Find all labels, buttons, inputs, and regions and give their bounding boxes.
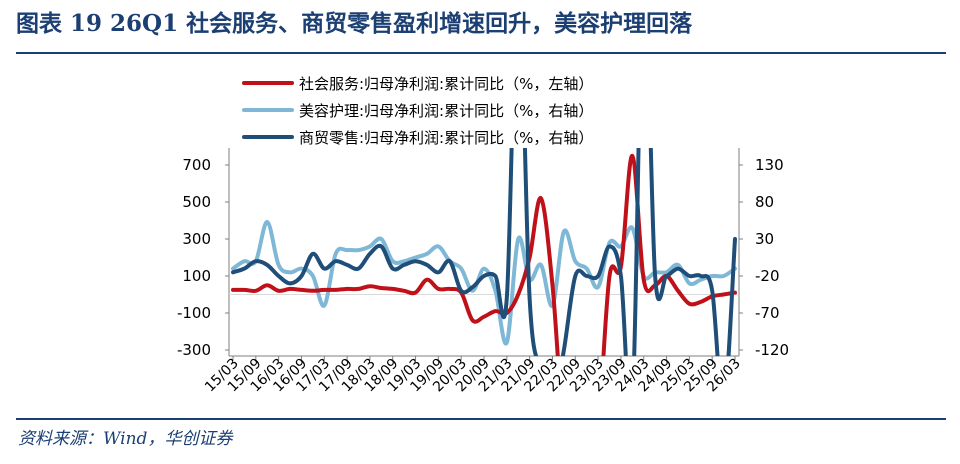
legend-item-beauty-care: 美容护理:归母净利润:累计同比（%，右轴） xyxy=(299,102,593,120)
left-tick-label: 300 xyxy=(182,230,211,248)
left-tick-label: 100 xyxy=(182,267,211,285)
right-tick-label: 130 xyxy=(755,156,784,174)
left-tick-label: 500 xyxy=(182,193,211,211)
left-tick-label: -300 xyxy=(177,341,211,359)
right-tick-label: -120 xyxy=(755,341,789,359)
left-tick-label: -100 xyxy=(177,304,211,322)
chart-title: 图表 19 26Q1 社会服务、商贸零售盈利增速回升，美容护理回落 xyxy=(16,10,693,37)
right-tick-label: 30 xyxy=(755,230,774,248)
right-tick-label: -20 xyxy=(755,267,780,285)
title-divider xyxy=(16,52,946,54)
right-tick-label: 80 xyxy=(755,193,774,211)
series-line-retail-trade xyxy=(231,148,737,356)
footer-divider xyxy=(16,418,946,420)
left-y-axis: 700 500 300 100 -100 -300 xyxy=(177,156,229,359)
legend-item-social-services: 社会服务:归母净利润:累计同比（%，左轴） xyxy=(299,75,593,93)
x-axis: 15/0315/0916/0316/0917/0317/0918/0318/09… xyxy=(202,356,744,396)
source-note: 资料来源：Wind，华创证券 xyxy=(18,429,233,449)
legend-item-retail-trade: 商贸零售:归母净利润:累计同比（%，右轴） xyxy=(299,129,593,147)
plot-area xyxy=(228,148,740,357)
series-line-social-services xyxy=(231,153,737,356)
legend: 社会服务:归母净利润:累计同比（%，左轴） 美容护理:归母净利润:累计同比（%，右… xyxy=(242,75,593,147)
right-y-axis: 130 80 30 -20 -70 -120 xyxy=(739,156,789,359)
right-tick-label: -70 xyxy=(755,304,780,322)
series-lines xyxy=(231,148,737,356)
line-chart: 700 500 300 100 -100 -300 130 80 30 -20 -70 -120 1… xyxy=(177,75,789,396)
left-tick-label: 700 xyxy=(182,156,211,174)
